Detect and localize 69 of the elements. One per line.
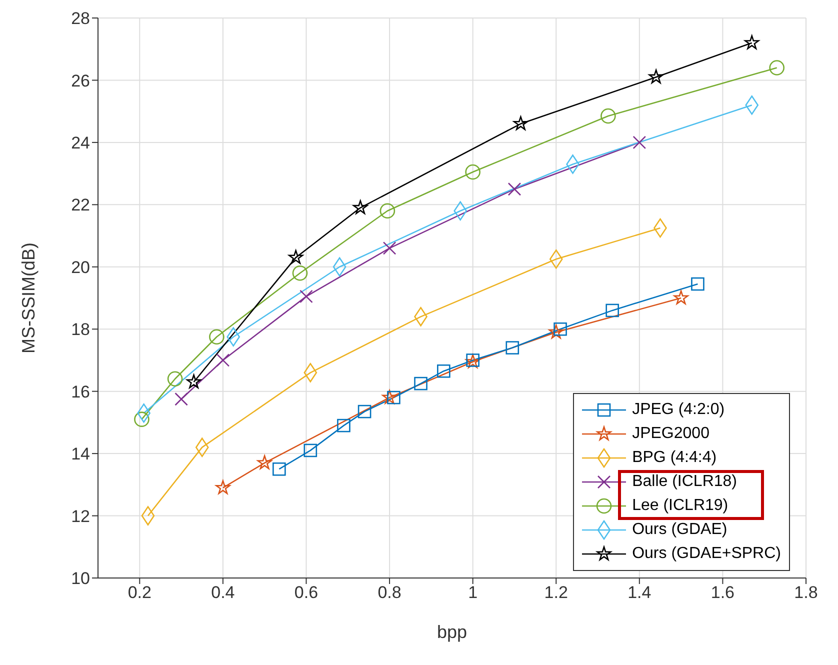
point xyxy=(358,404,372,418)
x-tick-label: 1.2 xyxy=(544,583,568,602)
point xyxy=(382,242,396,255)
x-tick-label: 1 xyxy=(468,583,478,602)
point xyxy=(600,108,616,124)
point xyxy=(414,376,428,390)
point xyxy=(209,329,224,345)
legend-label: BPG (4:4:4) xyxy=(632,449,717,467)
point xyxy=(216,354,230,367)
point xyxy=(353,200,368,214)
point xyxy=(195,438,209,457)
point xyxy=(506,341,520,354)
point xyxy=(226,327,240,347)
point xyxy=(513,116,528,130)
y-axis-title: MS-SSIM(dB) xyxy=(18,242,38,354)
point xyxy=(691,277,704,291)
y-tick-label: 28 xyxy=(71,9,90,28)
point xyxy=(465,164,480,180)
y-tick-label: 12 xyxy=(71,506,90,526)
point xyxy=(549,249,563,269)
y-tick-label: 16 xyxy=(71,382,90,402)
point xyxy=(744,35,760,50)
point xyxy=(332,257,346,277)
point xyxy=(272,462,286,476)
point xyxy=(606,304,619,318)
point xyxy=(304,363,318,382)
y-tick-label: 18 xyxy=(71,320,90,340)
point xyxy=(632,136,646,150)
point xyxy=(380,203,396,219)
point xyxy=(141,506,155,526)
x-axis-title: bpp xyxy=(436,622,468,642)
y-tick-label: 26 xyxy=(71,71,90,90)
legend-label: Lee (ICLR19) xyxy=(632,497,728,515)
point xyxy=(186,374,202,388)
point xyxy=(300,290,313,304)
point xyxy=(257,455,272,470)
point xyxy=(174,392,188,406)
y-tick-label: 20 xyxy=(71,258,90,277)
y-tick-label: 14 xyxy=(71,444,90,464)
point xyxy=(134,412,150,427)
point xyxy=(167,371,183,387)
point xyxy=(548,324,564,339)
legend-label: JPEG2000 xyxy=(632,425,710,443)
x-tick-label: 0.4 xyxy=(211,583,235,602)
legend-label: Ours (GDAE+SPRC) xyxy=(632,545,781,563)
point xyxy=(437,364,450,378)
point xyxy=(508,182,522,196)
x-tick-label: 1.8 xyxy=(794,583,818,602)
x-tick-label: 1.6 xyxy=(710,583,735,602)
point xyxy=(292,265,308,281)
y-tick-label: 24 xyxy=(71,133,90,152)
point xyxy=(745,95,759,115)
x-tick-label: 1.4 xyxy=(628,583,652,602)
point xyxy=(382,390,397,404)
legend-label: Balle (ICLR18) xyxy=(632,473,738,491)
point xyxy=(337,418,350,432)
x-tick-label: 0.8 xyxy=(378,583,402,602)
point xyxy=(304,444,318,458)
point xyxy=(674,290,688,304)
x-tick-label: 0.6 xyxy=(294,583,318,602)
legend-label: Ours (GDAE) xyxy=(632,521,728,539)
point xyxy=(288,250,304,264)
y-tick-label: 10 xyxy=(71,569,90,588)
legend-label: JPEG (4:2:0) xyxy=(632,401,725,419)
x-tick-label: 0.2 xyxy=(128,583,152,602)
point xyxy=(216,480,230,494)
point xyxy=(648,69,664,84)
point xyxy=(769,60,784,76)
y-tick-label: 22 xyxy=(71,196,90,215)
